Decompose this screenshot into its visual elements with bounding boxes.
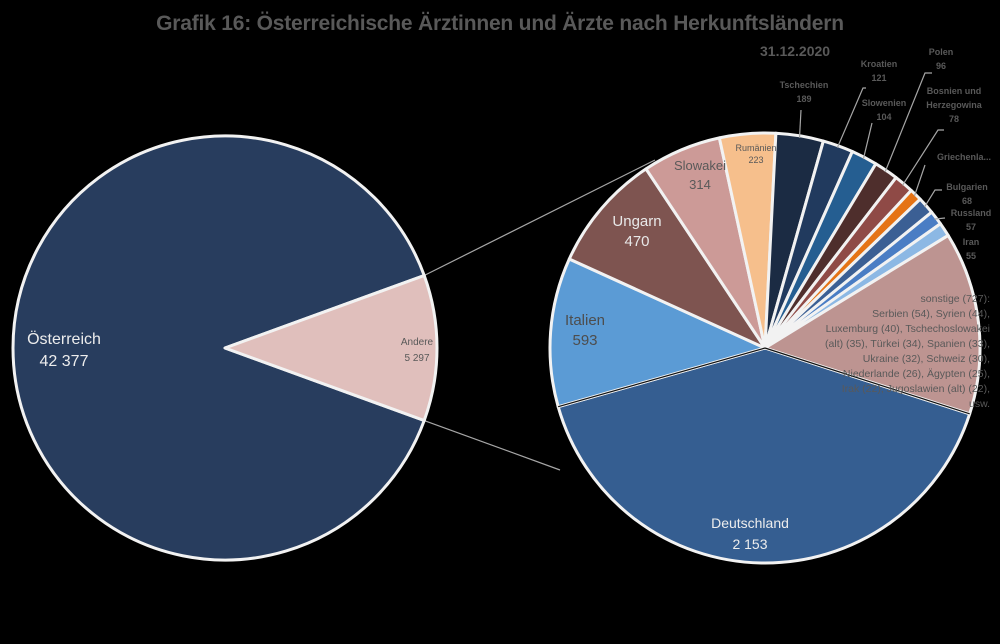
svg-text:Ungarn: Ungarn [612, 213, 661, 230]
slice-oesterreich [11, 134, 426, 562]
svg-text:Polen: Polen [929, 47, 954, 57]
svg-text:Serbien (54), Syrien (44),: Serbien (54), Syrien (44), [872, 308, 990, 320]
leader-kroatien [836, 87, 866, 148]
label-slowenien: Slowenien 104 [862, 98, 907, 122]
svg-text:104: 104 [876, 112, 891, 122]
label-slowakei: Slowakei 314 [674, 158, 726, 192]
label-andere: Andere 5 297 [401, 337, 434, 364]
svg-text:Luxemburg (40), Tschechoslowak: Luxemburg (40), Tschechoslowakei [826, 323, 990, 335]
connector-bottom [424, 419, 561, 471]
separator-line [557, 347, 766, 408]
svg-text:Slowakei: Slowakei [674, 158, 726, 173]
svg-text:sonstige (727):: sonstige (727): [921, 293, 990, 305]
svg-text:Österreich: Österreich [27, 330, 101, 348]
svg-text:121: 121 [871, 73, 886, 83]
svg-text:55: 55 [966, 251, 976, 261]
svg-text:Iran: Iran [963, 237, 980, 247]
chart-date: 31.12.2020 [760, 43, 831, 59]
svg-text:(alt) (35), Türkei (34), Spani: (alt) (35), Türkei (34), Spanien (33), [825, 338, 990, 350]
svg-text:Kroatien: Kroatien [861, 59, 898, 69]
label-ungarn: Ungarn 470 [612, 213, 661, 250]
svg-text:Bosnien und: Bosnien und [927, 86, 982, 96]
svg-text:57: 57 [966, 222, 976, 232]
label-iran: Iran 55 [963, 237, 980, 261]
leader-polen [884, 72, 932, 173]
svg-text:Bulgarien: Bulgarien [946, 182, 988, 192]
leader-bosnien [902, 129, 944, 186]
label-russland: Russland 57 [951, 208, 992, 232]
label-deutschland: Deutschland 2 153 [711, 515, 789, 552]
svg-text:Andere: Andere [401, 337, 434, 348]
leader-bulgarien [924, 189, 942, 208]
slice-andere [223, 273, 439, 423]
connector-top [423, 159, 656, 277]
svg-text:Herzegowina: Herzegowina [926, 100, 983, 110]
label-italien: Italien 593 [565, 312, 605, 349]
svg-text:Russland: Russland [951, 208, 992, 218]
label-bulgarien: Bulgarien 68 [946, 182, 988, 206]
label-sonstige: sonstige (727): Serbien (54), Syrien (44… [825, 293, 990, 410]
svg-text:189: 189 [796, 94, 811, 104]
separator-line [764, 347, 970, 415]
leader-russland [934, 217, 946, 220]
leader-lines [798, 72, 946, 220]
svg-text:Slowenien: Slowenien [862, 98, 907, 108]
svg-text:96: 96 [936, 61, 946, 71]
label-oesterreich: Österreich 42 377 [27, 330, 101, 370]
slice-ungarn [567, 167, 767, 350]
svg-text:Griechenla...: Griechenla... [937, 152, 991, 162]
leader-tschechien [798, 109, 802, 138]
svg-text:593: 593 [572, 332, 597, 349]
label-bosnien: Bosnien und Herzegowina 78 [926, 86, 983, 124]
svg-text:Ukraine (32), Schweiz (30),: Ukraine (32), Schweiz (30), [863, 353, 990, 365]
label-tschechien: Tschechien 189 [780, 80, 829, 104]
leader-griechenland [913, 164, 926, 197]
svg-text:Tschechien: Tschechien [780, 80, 829, 90]
svg-text:Irak (22), Jugoslawien (alt) (: Irak (22), Jugoslawien (alt) (22), [842, 383, 990, 395]
svg-text:2 153: 2 153 [732, 536, 767, 552]
svg-text:223: 223 [748, 155, 763, 165]
svg-text:5 297: 5 297 [404, 353, 429, 364]
label-griechenland: Griechenla... [937, 152, 991, 162]
svg-text:Deutschland: Deutschland [711, 515, 789, 531]
svg-text:68: 68 [962, 196, 972, 206]
svg-text:314: 314 [689, 177, 711, 192]
label-polen: Polen 96 [929, 47, 954, 71]
chart-title: Grafik 16: Österreichische Ärztinnen und… [156, 12, 844, 35]
svg-text:470: 470 [624, 233, 649, 250]
slice-sonstige [763, 233, 982, 416]
slice-italien [548, 257, 767, 409]
label-kroatien: Kroatien 121 [861, 59, 898, 83]
main-pie [11, 134, 439, 562]
svg-text:Italien: Italien [565, 312, 605, 329]
svg-text:78: 78 [949, 114, 959, 124]
svg-text:usw.: usw. [969, 398, 990, 410]
svg-text:Niederlande (26), Ägypten (25): Niederlande (26), Ägypten (25), [843, 368, 990, 380]
svg-text:42 377: 42 377 [40, 353, 89, 370]
slice-deutschland [556, 346, 972, 565]
connector-lines [423, 159, 656, 471]
label-rumaenien: Rumänien 223 [735, 143, 776, 165]
leader-slowenien [862, 122, 873, 160]
svg-text:Rumänien: Rumänien [735, 143, 776, 153]
